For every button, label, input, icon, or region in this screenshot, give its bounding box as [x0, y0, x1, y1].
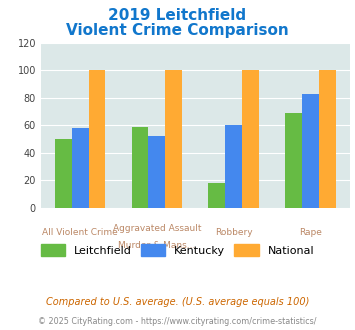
Text: Aggravated Assault: Aggravated Assault [113, 224, 201, 233]
Bar [225, 125, 242, 208]
Text: Compared to U.S. average. (U.S. average equals 100): Compared to U.S. average. (U.S. average … [46, 297, 309, 307]
Bar [242, 70, 259, 208]
Bar [55, 139, 72, 208]
Text: All Violent Crime: All Violent Crime [42, 228, 118, 237]
Text: 2019 Leitchfield: 2019 Leitchfield [108, 8, 247, 23]
Bar [89, 70, 105, 208]
Bar [72, 128, 89, 208]
Bar [285, 113, 302, 208]
Bar [302, 94, 319, 208]
Bar [132, 127, 148, 208]
Text: Murder & Mans...: Murder & Mans... [118, 241, 196, 250]
Text: © 2025 CityRating.com - https://www.cityrating.com/crime-statistics/: © 2025 CityRating.com - https://www.city… [38, 317, 317, 326]
Bar [148, 136, 165, 208]
Bar [208, 183, 225, 208]
Text: Rape: Rape [299, 228, 322, 237]
Bar [319, 70, 335, 208]
Bar [165, 70, 182, 208]
Legend: Leitchfield, Kentucky, National: Leitchfield, Kentucky, National [36, 240, 319, 260]
Text: Violent Crime Comparison: Violent Crime Comparison [66, 23, 289, 38]
Text: Robbery: Robbery [215, 228, 252, 237]
